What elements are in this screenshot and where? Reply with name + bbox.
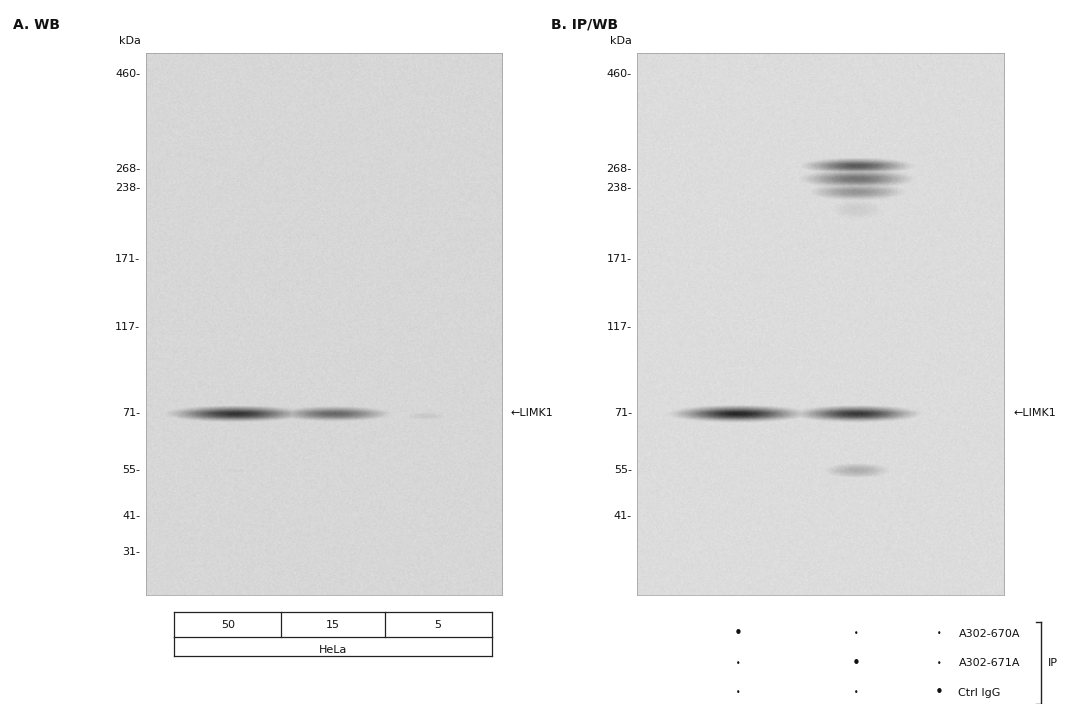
Text: •: • (735, 659, 740, 667)
Text: 238-: 238- (607, 183, 632, 194)
Text: 5: 5 (434, 620, 441, 630)
Text: IP: IP (1048, 658, 1057, 668)
Text: 41-: 41- (613, 511, 632, 521)
Text: 41-: 41- (122, 511, 140, 521)
Text: •: • (854, 629, 859, 638)
Text: HeLa: HeLa (319, 646, 347, 655)
Text: 15: 15 (326, 620, 340, 630)
Text: ←LIMK1: ←LIMK1 (1013, 408, 1056, 418)
Text: 71-: 71- (122, 408, 140, 418)
Text: •: • (937, 629, 942, 638)
Text: A302-670A: A302-670A (959, 629, 1020, 639)
Text: A. WB: A. WB (13, 18, 60, 32)
Text: 55-: 55- (122, 465, 140, 475)
Text: kDa: kDa (610, 36, 632, 46)
Text: kDa: kDa (119, 36, 140, 46)
Text: 117-: 117- (607, 322, 632, 332)
Text: ←LIMK1: ←LIMK1 (511, 408, 554, 418)
Text: 460-: 460- (607, 70, 632, 80)
Text: 31-: 31- (122, 546, 140, 557)
Text: 171-: 171- (116, 253, 140, 264)
Text: 71-: 71- (613, 408, 632, 418)
Text: •: • (935, 685, 944, 700)
Text: A302-671A: A302-671A (959, 658, 1020, 668)
Text: •: • (852, 655, 861, 671)
Text: B. IP/WB: B. IP/WB (551, 18, 618, 32)
Text: •: • (735, 689, 740, 697)
Text: 117-: 117- (116, 322, 140, 332)
Text: 460-: 460- (116, 70, 140, 80)
Text: 238-: 238- (116, 183, 140, 194)
Text: 171-: 171- (607, 253, 632, 264)
Text: •: • (937, 659, 942, 667)
Text: 50: 50 (221, 620, 235, 630)
Text: 268-: 268- (607, 164, 632, 175)
Text: •: • (733, 626, 742, 641)
Text: •: • (854, 689, 859, 697)
Text: Ctrl IgG: Ctrl IgG (959, 688, 1001, 698)
Text: 55-: 55- (613, 465, 632, 475)
Text: 268-: 268- (116, 164, 140, 175)
